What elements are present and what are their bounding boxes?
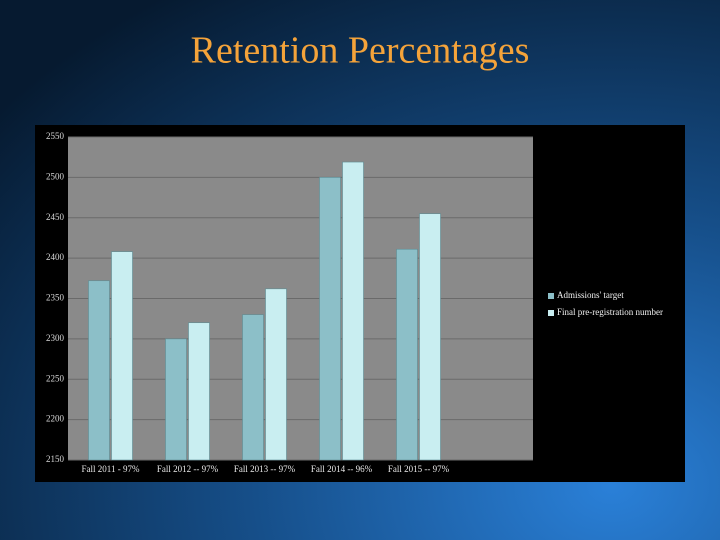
legend-swatch	[548, 293, 554, 299]
y-tick-label: 2550	[46, 131, 65, 141]
bar	[88, 280, 110, 461]
bar	[242, 314, 264, 461]
x-tick-label: Fall 2014 -- 96%	[311, 464, 373, 474]
y-tick-label: 2250	[46, 373, 65, 383]
bar	[265, 288, 287, 461]
slide-title: Retention Percentages	[191, 30, 530, 72]
y-tick-label: 2300	[46, 333, 65, 343]
bar	[396, 248, 418, 461]
bar	[188, 322, 210, 461]
y-tick-label: 2200	[46, 414, 65, 424]
y-tick-label: 2350	[46, 293, 65, 303]
x-tick-label: Fall 2012 -- 97%	[157, 464, 219, 474]
legend-label: Final pre-registration number	[557, 307, 663, 317]
bar	[319, 177, 341, 461]
legend-swatch	[548, 310, 554, 316]
y-tick-label: 2150	[46, 454, 65, 464]
x-tick-label: Fall 2013 -- 97%	[234, 464, 296, 474]
y-tick-label: 2450	[46, 212, 65, 222]
bar	[419, 213, 441, 461]
y-tick-label: 2400	[46, 252, 65, 262]
x-tick-label: Fall 2011 - 97%	[82, 464, 140, 474]
bar	[165, 338, 187, 461]
x-tick-label: Fall 2015 -- 97%	[388, 464, 450, 474]
bar	[342, 161, 364, 461]
bar	[111, 251, 133, 461]
y-tick-label: 2500	[46, 171, 65, 181]
legend-label: Admissions' target	[557, 290, 624, 300]
